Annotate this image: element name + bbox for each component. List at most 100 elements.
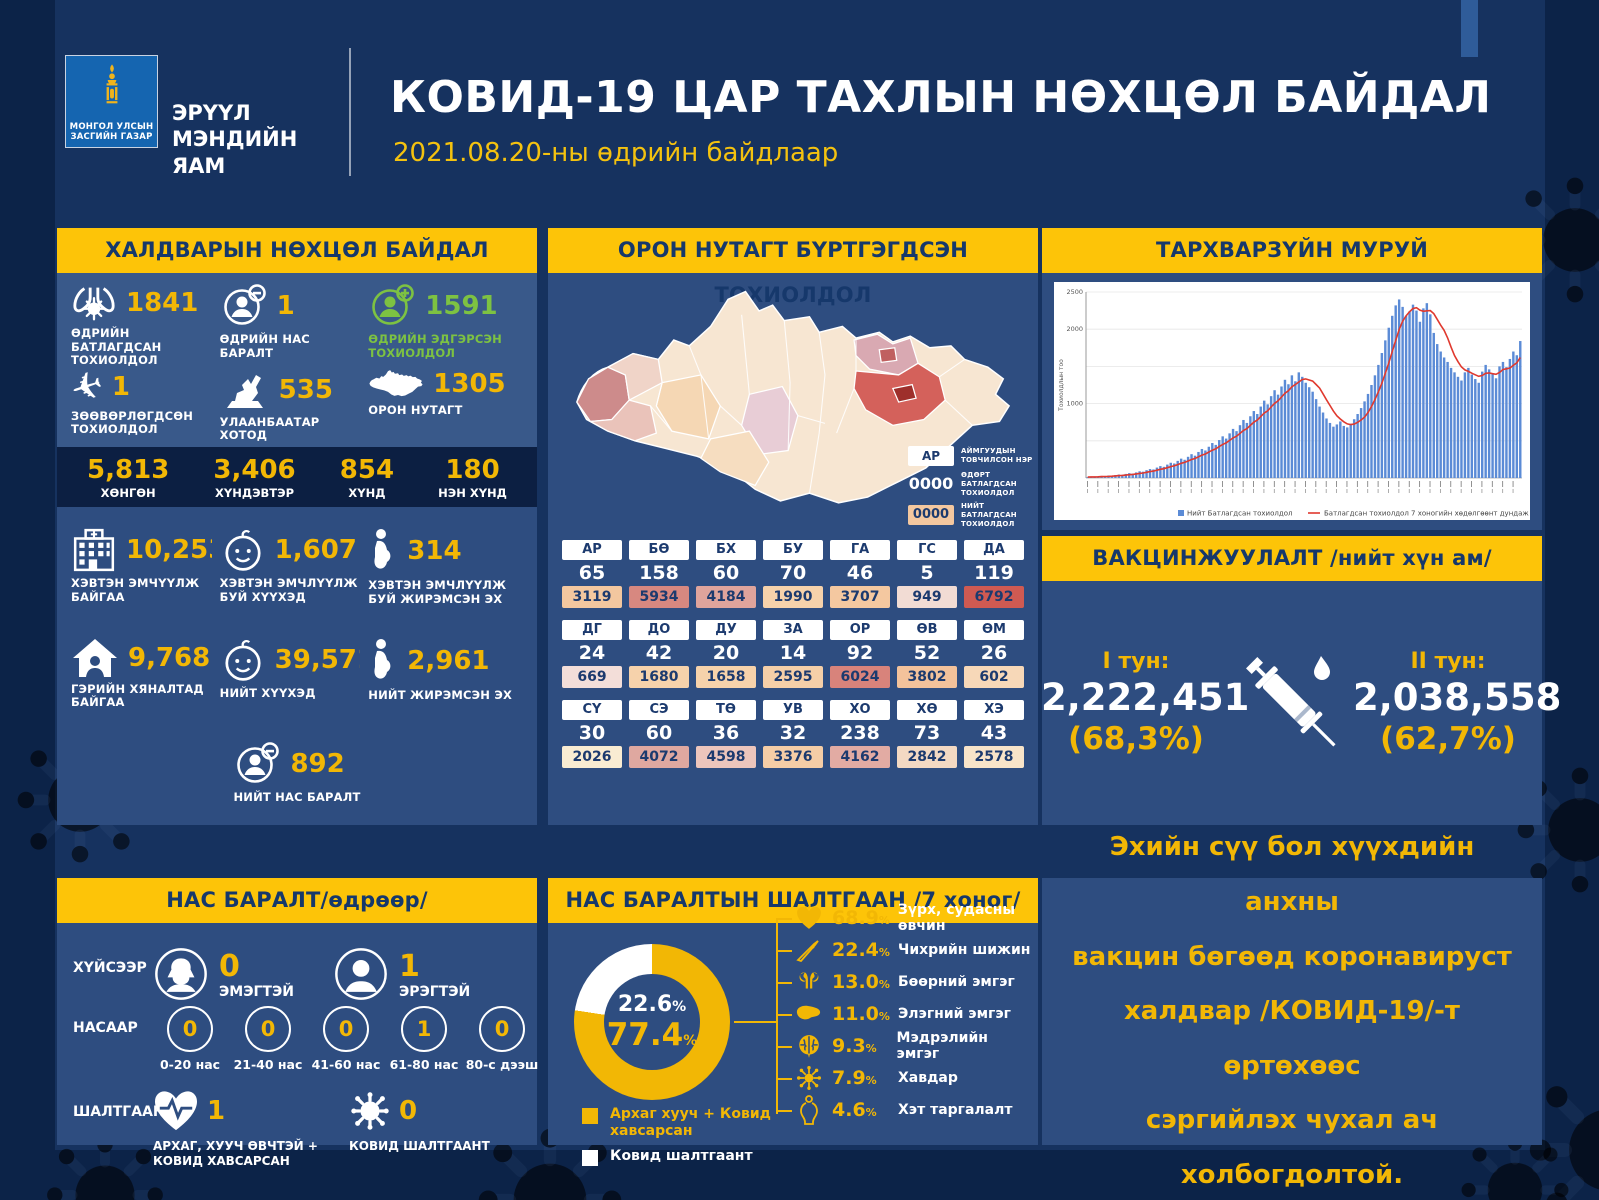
decor-stripe — [1461, 0, 1478, 57]
aimag-total-cases: 2595 — [763, 666, 823, 688]
severity-item: 3,406 ХҮНДЭВТЭР — [213, 455, 295, 500]
bracket-line — [776, 918, 778, 1114]
age-value-circle: 0 — [323, 1006, 369, 1052]
svg-text:1000: 1000 — [1066, 400, 1083, 408]
header-divider — [349, 48, 351, 176]
cause-items: 1 АРХАГ, ХУУЧ ӨВЧТЭЙ + КОВИД ХАВСАРСАН 0 КО… — [153, 1090, 490, 1169]
person-death-icon — [220, 283, 268, 329]
cause-label: Хэт таргалалт — [898, 1102, 1013, 1118]
stat-top: ✈ 1 — [71, 367, 212, 413]
aimag-total-cases: 1680 — [629, 666, 689, 688]
bracket-donut-connector — [734, 1021, 776, 1023]
total-death-wrap: 892 НИЙТ НАС БАРАЛТ — [71, 741, 523, 819]
stat-top: 1591 — [368, 283, 523, 329]
aimag-abbr: ДА — [964, 540, 1024, 560]
person-death-icon — [233, 741, 281, 787]
severity-box: 5,813 ХӨНГӨН — [87, 455, 169, 500]
message-line: халдвар /КОВИД-19/-т өртөхөөс — [1124, 996, 1460, 1081]
panel-title: ТАРХВАРЗҮЙН МУРУЙ — [1042, 228, 1542, 273]
gender-value: 0 — [219, 949, 240, 984]
donut-covid-only-percent: 22.6% — [617, 991, 687, 1017]
airplane-icon: ✈ — [71, 367, 109, 413]
stat-value: 1 — [111, 371, 130, 402]
dose-1-value: 2,222,451 — [1041, 676, 1250, 719]
stat-value: 1591 — [425, 291, 498, 321]
stat-top: 10,253 — [71, 527, 212, 573]
aimag-abbr: ДУ — [696, 620, 756, 640]
cause-percent: 68.9% — [832, 907, 890, 929]
virus-watermark-icon — [1505, 170, 1599, 314]
aimag-cell: АР 65 3119 — [562, 540, 622, 608]
stat-item: 9,768 ГЭРИЙН ХЯНАЛТАД БАЙГАА — [71, 637, 212, 725]
aimag-daily-cases: 158 — [639, 562, 679, 584]
gender-col: 1 ЭРЭГТЭЙ — [399, 949, 470, 1001]
aimag-abbr: ОР — [830, 620, 890, 640]
cause-list-row: 4.6% Хэт таргалалт — [776, 1095, 1032, 1125]
aimag-total-cases: 2026 — [562, 746, 622, 768]
aimag-total-cases: 5934 — [629, 586, 689, 608]
age-label: 41-60 нас — [311, 1057, 381, 1072]
message-line: сэргийлэх чухал ач холбогдолтой. — [1145, 1105, 1439, 1190]
aimag-cell: ХӨ 73 2842 — [897, 700, 957, 768]
stat-label: НИЙТ ЖИРЭМСЭН ЭХ — [368, 687, 513, 702]
infection-status-panel: ХАЛДВАРЫН НӨХЦӨЛ БАЙДАЛ 1841 ӨДРИЙН БАТЛА… — [57, 228, 537, 825]
pregnant-icon — [368, 527, 398, 575]
death-cause-value: 0 — [399, 1096, 418, 1126]
aimag-daily-cases: 30 — [578, 722, 606, 744]
statue-icon — [220, 368, 270, 412]
government-logo: МОНГОЛ УЛСЫН ЗАСГИЙН ГАЗАР — [65, 55, 158, 148]
stat-label: ХЭВТЭН ЭМЧЛҮҮЛЖ БУЙ ХҮҮХЭД — [219, 576, 358, 604]
stat-label: УЛААНБААТАР ХОТОД — [219, 414, 320, 443]
cause-label: Чихрийн шижин — [898, 942, 1031, 958]
stat-top: 1 — [220, 283, 361, 329]
aimag-cell: ДУ 20 1658 — [696, 620, 756, 688]
aimag-cell: ХЭ 43 2578 — [964, 700, 1024, 768]
death-cause-top: 1 — [153, 1090, 323, 1136]
hospital-stats: 10,253 ХЭВТЭН ЭМЧҮҮЛЖ БАЙГАА 1,607 ХЭВТЭН Э… — [57, 507, 537, 825]
aimag-daily-cases: 43 — [980, 722, 1008, 744]
cause-list-row: 9.3% Мэдрэлийн эмгэг — [776, 1030, 1032, 1062]
gender-stat: 1 ЭРЭГТЭЙ — [333, 946, 513, 1006]
stat-value: 9,768 — [128, 642, 211, 673]
death-cause-top: 0 — [349, 1090, 490, 1136]
stat-item: 314 ХЭВТЭН ЭМЧЛҮҮЛЖ БУЙ ЖИРЭМСЭН ЭХ — [368, 527, 523, 621]
aimag-daily-cases: 36 — [712, 722, 740, 744]
death-causes-panel: НАС БАРАЛТЫН ШАЛТГААН /7 хоног/ 22.6% 77… — [548, 878, 1038, 1166]
gender-value: 1 — [399, 949, 420, 984]
pregnant-icon — [368, 637, 398, 685]
bracket-stub — [776, 982, 792, 984]
stat-label: ӨДРИЙН НАС БАРАЛТ — [219, 332, 310, 360]
aimag-abbr: ӨМ — [964, 620, 1024, 640]
regional-cases-panel: ОРОН НУТАГТ БҮРТГЭГДСЭН ТОХИОЛДОЛ — [548, 228, 1038, 825]
age-value-circle: 1 — [401, 1006, 447, 1052]
death-cause-donut-chart — [574, 944, 730, 1100]
donut-legend-row: Ковид шалтгаант — [582, 1148, 776, 1166]
stat-label: ХЭВТЭН ЭМЧҮҮЛЖ БАЙГАА — [71, 576, 200, 604]
aimag-total-cases: 2842 — [897, 746, 957, 768]
age-row: НАСААР 0 0-20 нас 0 21-40 нас 0 41-60 нас 1 61-… — [57, 1006, 538, 1072]
gender-items: 0 ЭМЭГТЭЙ 1 ЭРЭГТЭЙ — [153, 946, 513, 1006]
map-legend-sample-abbr: АР — [908, 446, 954, 466]
stat-top: 314 — [368, 527, 523, 575]
aimag-cell: ДО 42 1680 — [629, 620, 689, 688]
stat-top: 9,768 — [71, 637, 212, 679]
stat-top: 39,571 — [220, 637, 360, 683]
bracket-stub — [776, 1078, 792, 1080]
stat-top: 1305 — [368, 368, 523, 400]
aimag-cell: ОР 92 6024 — [830, 620, 890, 688]
map-legend-row: 0000 НИЙТ БАТЛАГДСАН ТОХИОЛДОЛ — [908, 502, 1038, 528]
aimag-abbr: ТӨ — [696, 700, 756, 720]
age-group: 0 0-20 нас — [153, 1006, 227, 1072]
cause-percent: 13.0% — [832, 971, 890, 993]
bottom-frame — [0, 1150, 1599, 1200]
vaccination-stats: I тун: 2,222,451 (68,3%) — [1041, 581, 1561, 825]
aimag-daily-cases: 60 — [712, 562, 740, 584]
map-legend-row: 0000 ӨДӨРТ БАТЛАГДСАН ТОХИОЛДОЛ — [908, 471, 1038, 497]
severity-item: 5,813 ХӨНГӨН — [87, 455, 169, 500]
vaccination-panel: ВАКЦИНЖУУЛАЛТ /нийт хүн ам/ I тун: 2,222… — [1041, 536, 1561, 825]
aimag-total-cases: 4184 — [696, 586, 756, 608]
message-text: Эхийн сүү бол хүүхдийн анхны вакцин бөгөө… — [1042, 832, 1542, 1190]
bracket-stub — [776, 1014, 792, 1016]
aimag-total-cases: 602 — [964, 666, 1024, 688]
page-subtitle: 2021.08.20-ны өдрийн байдлаар — [393, 138, 839, 168]
